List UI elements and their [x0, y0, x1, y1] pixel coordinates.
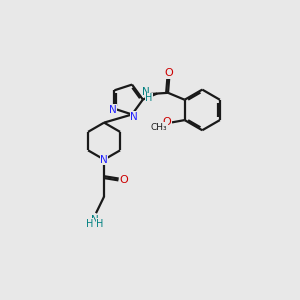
Text: H: H	[86, 219, 93, 229]
Text: N: N	[100, 154, 108, 165]
Text: N: N	[91, 214, 99, 225]
Text: H: H	[97, 219, 104, 229]
Text: N: N	[142, 87, 150, 97]
Text: CH₃: CH₃	[151, 122, 168, 131]
Text: O: O	[165, 68, 174, 78]
Text: O: O	[119, 176, 128, 185]
Text: N: N	[109, 105, 116, 115]
Text: N: N	[130, 112, 138, 122]
Text: H: H	[145, 93, 152, 103]
Text: O: O	[163, 117, 171, 128]
